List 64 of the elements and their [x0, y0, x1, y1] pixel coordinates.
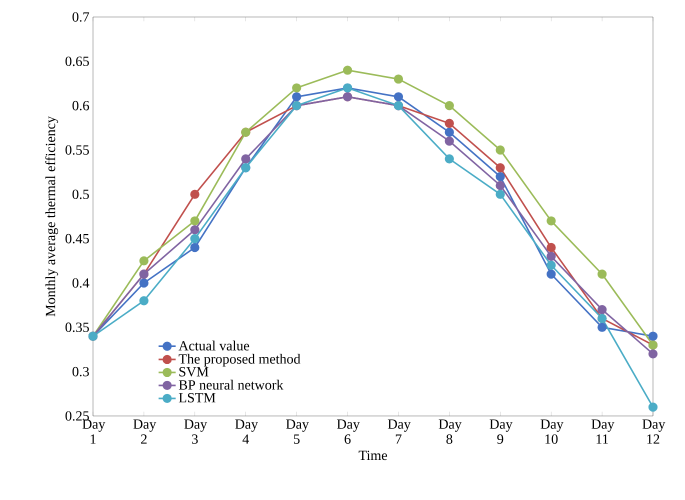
point — [190, 190, 200, 199]
point — [444, 136, 454, 146]
x-tick-label: Day 5 — [286, 420, 309, 444]
point — [190, 225, 200, 234]
x-tick-label: Day 7 — [388, 420, 411, 444]
point — [190, 216, 200, 226]
point — [444, 154, 454, 164]
point — [546, 216, 556, 226]
x-tick-label: Day 6 — [336, 420, 360, 444]
y-tick-label: 0.35 — [66, 322, 89, 332]
y-tick-label: 0.25 — [66, 411, 89, 421]
x-tick-label: Day 10 — [540, 420, 564, 444]
point — [190, 234, 200, 244]
point — [139, 256, 149, 266]
point — [342, 66, 352, 75]
y-tick-label: 0.65 — [66, 56, 89, 66]
x-tick-label: Day 11 — [592, 420, 614, 444]
point — [496, 172, 505, 182]
point — [444, 118, 454, 128]
x-tick-label: Day 3 — [184, 420, 208, 444]
x-tick-label: Day 8 — [438, 420, 462, 444]
point — [597, 322, 607, 332]
legend-label: BP neural network — [178, 380, 284, 390]
y-tick-label: 0.5 — [72, 190, 89, 200]
x-tick-label: Day 1 — [82, 420, 106, 444]
point — [190, 242, 200, 252]
y-tick-label: 0.6 — [72, 100, 90, 110]
y-tick-label: 0.7 — [72, 12, 90, 22]
legend-label: Actual value — [178, 340, 250, 350]
y-tick-label: 0.3 — [72, 366, 89, 376]
point — [496, 163, 505, 172]
legend-label: The proposed method — [178, 354, 300, 367]
point — [394, 92, 404, 102]
point — [546, 252, 556, 261]
x-tick-label: Day 12 — [642, 420, 666, 444]
point — [597, 304, 607, 314]
point — [139, 278, 149, 288]
x-tick-label: Day 2 — [133, 420, 156, 444]
point — [546, 260, 556, 270]
point — [139, 296, 149, 306]
x-tick-label: Day 4 — [235, 420, 258, 444]
point — [444, 101, 454, 110]
point — [292, 83, 302, 93]
x-tick-label: Day 9 — [490, 420, 513, 444]
y-tick-label: 0.45 — [66, 234, 89, 244]
legend-label: LSTM — [178, 393, 216, 402]
point — [546, 270, 556, 279]
point — [496, 190, 505, 199]
y-tick-label: 0.4 — [72, 278, 90, 288]
point — [648, 402, 658, 412]
point — [496, 145, 505, 155]
point — [648, 349, 658, 359]
y-tick-label: 0.55 — [66, 145, 89, 155]
point — [597, 270, 607, 279]
x-axis-title: Time — [358, 450, 388, 460]
y-axis-title: Monthly average thermal efficiency — [45, 116, 58, 316]
point — [648, 332, 658, 341]
point — [394, 74, 404, 84]
point — [292, 92, 302, 102]
point — [496, 180, 505, 190]
point — [444, 128, 454, 137]
legend-label: SVM — [179, 367, 208, 377]
point — [546, 242, 556, 252]
point — [241, 154, 250, 164]
